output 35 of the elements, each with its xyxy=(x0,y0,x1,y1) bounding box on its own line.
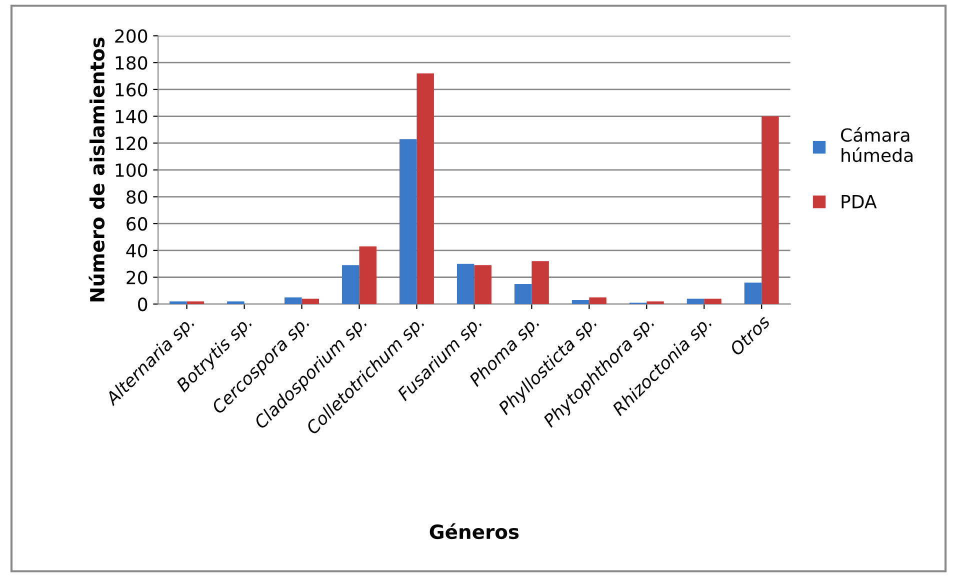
bar xyxy=(572,300,590,304)
bar xyxy=(302,298,320,304)
bar xyxy=(186,301,204,304)
bar xyxy=(646,301,664,304)
bar xyxy=(416,73,434,304)
bar xyxy=(686,298,704,304)
bar xyxy=(474,265,492,304)
x-axis-title: Géneros xyxy=(430,523,519,540)
y-tick-label: 40 xyxy=(126,244,148,258)
y-tick-label: 60 xyxy=(126,217,148,231)
bar xyxy=(532,261,549,304)
y-tick-label: 120 xyxy=(116,136,148,150)
y-axis-title: Número de aislamientos xyxy=(88,38,105,302)
bar xyxy=(399,139,417,304)
bar xyxy=(284,297,302,304)
bar xyxy=(456,264,474,304)
legend-label: PDA xyxy=(842,195,877,208)
y-tick-label: 0 xyxy=(138,298,148,312)
y-tick-label: 140 xyxy=(116,110,148,124)
bar xyxy=(170,301,187,304)
y-tick-label: 80 xyxy=(126,190,148,204)
bar xyxy=(589,297,606,304)
y-tick-label: 100 xyxy=(116,163,148,178)
y-tick-label: 180 xyxy=(116,56,148,70)
bar xyxy=(359,246,376,304)
y-tick-label: 200 xyxy=(115,29,148,43)
bar xyxy=(227,301,244,304)
bar xyxy=(342,265,360,304)
bar xyxy=(762,116,779,304)
bar xyxy=(744,282,762,304)
bar xyxy=(514,284,532,304)
legend-label: Cámara húmeda xyxy=(841,127,912,162)
bar xyxy=(704,298,722,304)
y-tick-label: 20 xyxy=(126,270,148,284)
y-tick-label: 160 xyxy=(116,82,148,97)
